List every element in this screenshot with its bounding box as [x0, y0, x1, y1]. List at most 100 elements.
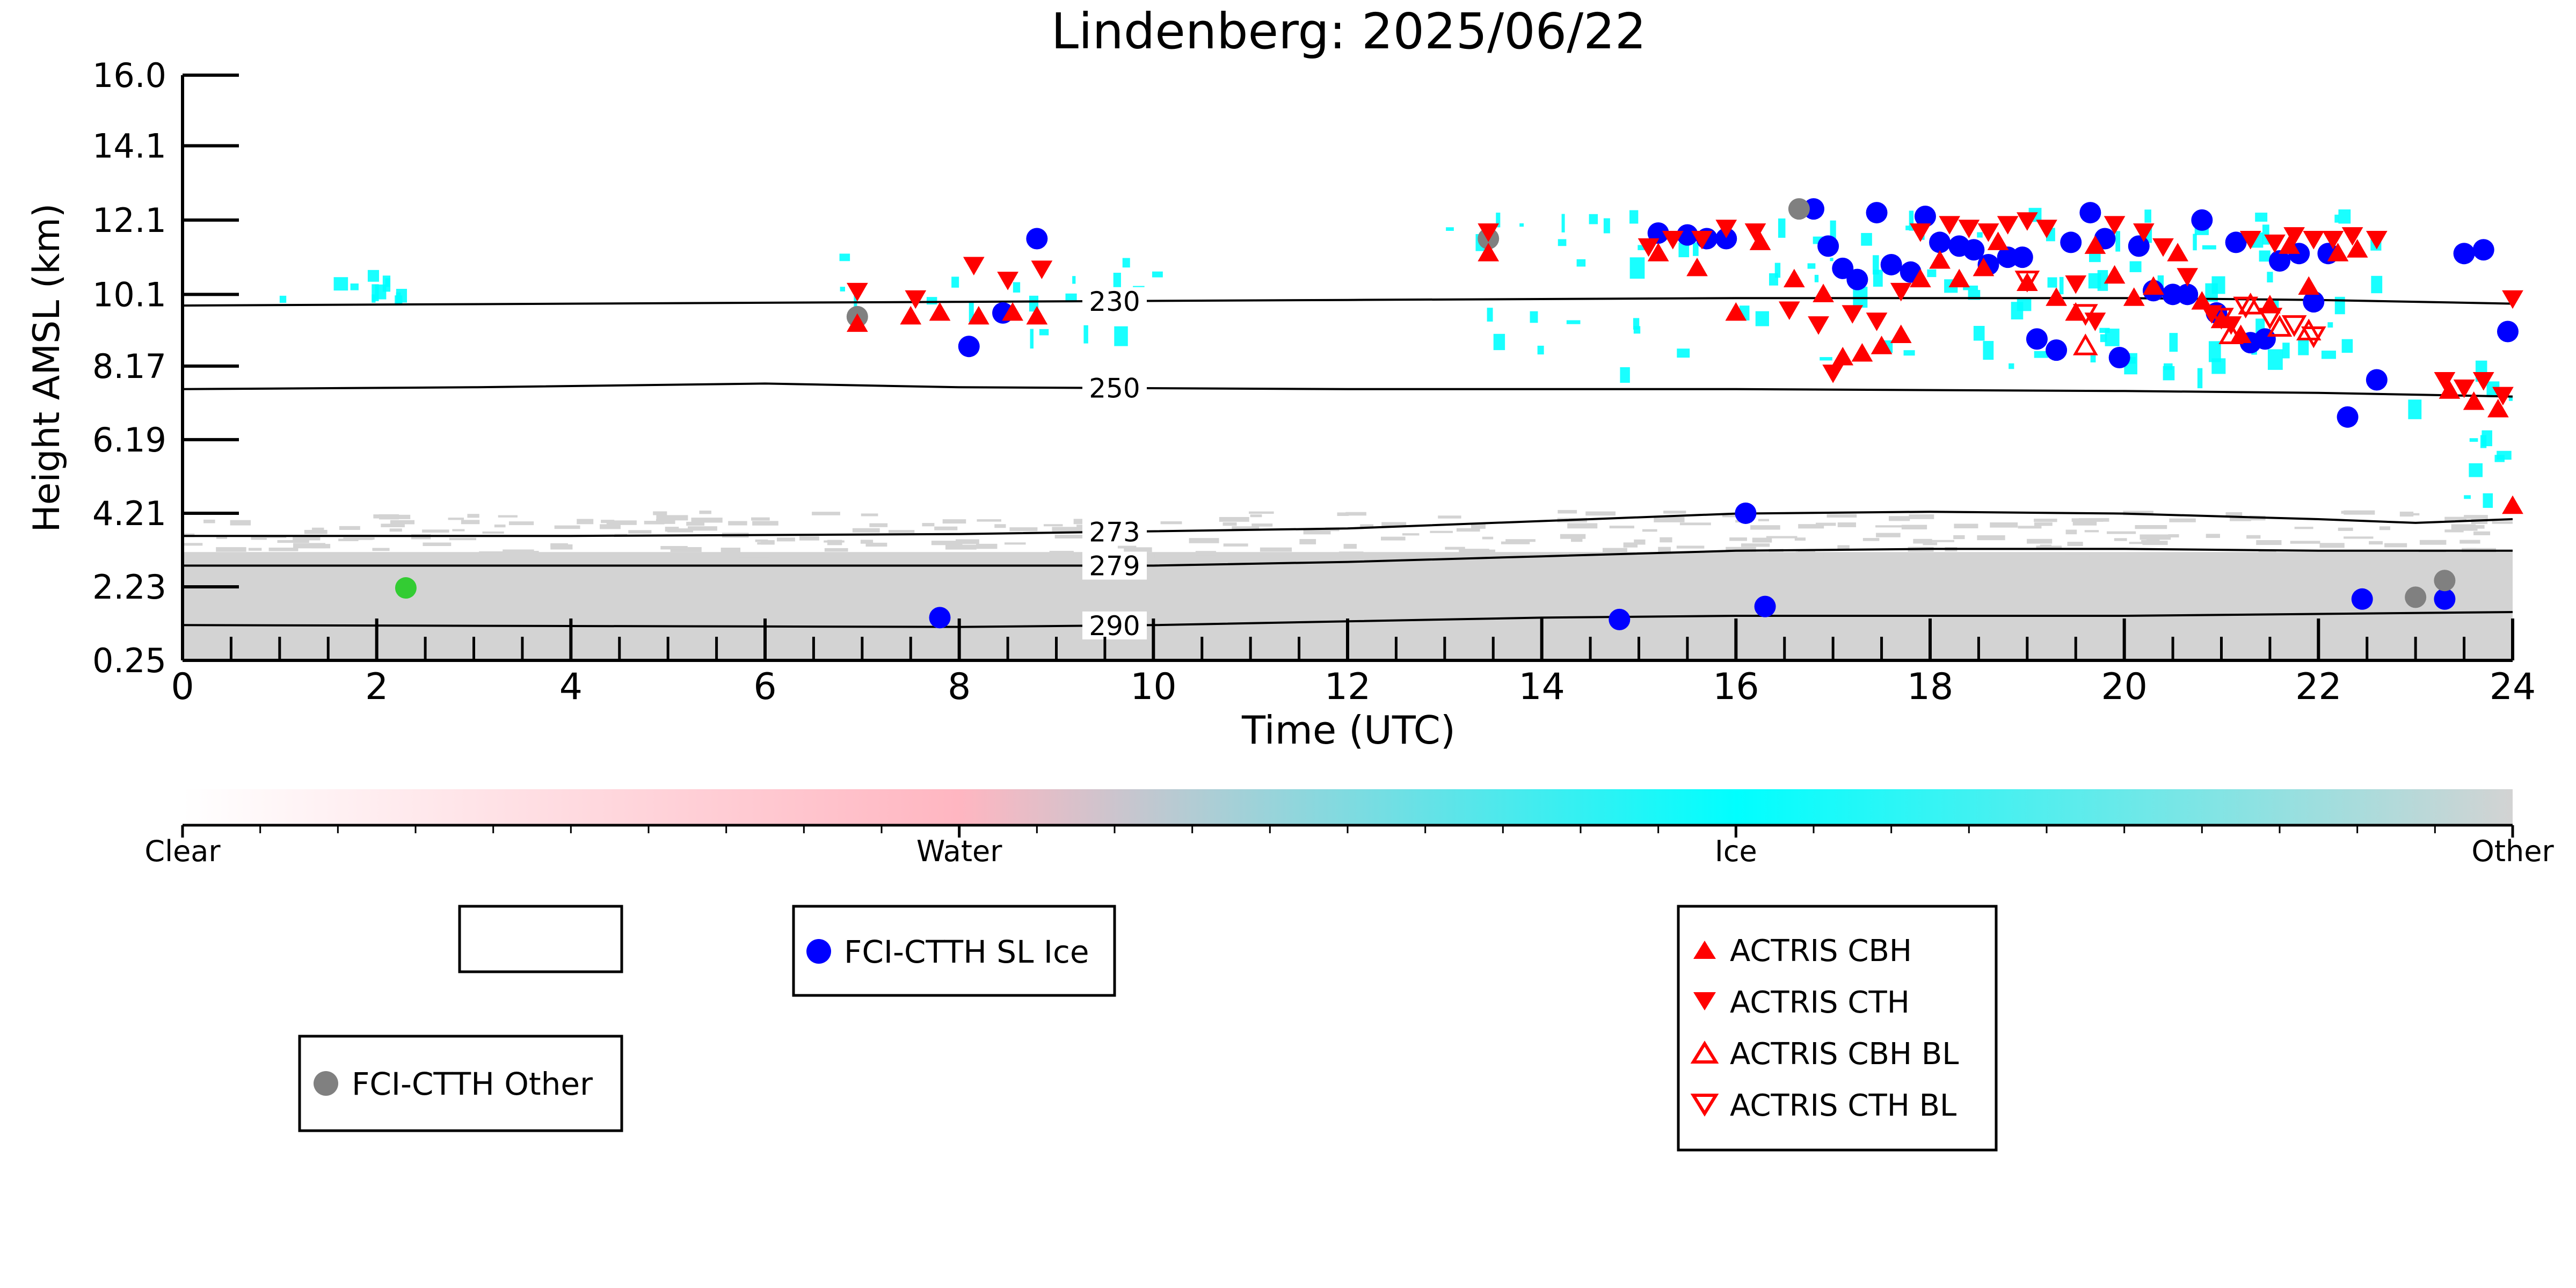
- region-other-speck: [577, 519, 594, 525]
- region-ice-speck: [1830, 220, 1836, 241]
- region-ice-speck: [1807, 263, 1816, 269]
- contour-label: 273: [1089, 517, 1140, 548]
- marker-cbh: [1783, 268, 1805, 288]
- region-other-speck: [1438, 515, 1461, 519]
- region-other-speck: [2338, 527, 2353, 531]
- marker-cth: [2152, 238, 2174, 257]
- region-other-speck: [1923, 542, 1938, 545]
- marker-cth: [1778, 301, 1800, 321]
- region-other-speck: [1004, 542, 1026, 545]
- marker-cbh: [1002, 302, 1023, 321]
- region-ice-speck: [1072, 276, 1076, 284]
- legend-cbh-label: ACTRIS CBH: [1730, 934, 1912, 969]
- region-other-speck: [667, 528, 693, 533]
- region-ice-speck: [1446, 227, 1454, 231]
- region-other-speck: [942, 519, 966, 524]
- region-ice-speck: [2482, 430, 2492, 447]
- marker-circle: [1963, 239, 1985, 261]
- x-tick-label: 18: [1907, 666, 1954, 708]
- marker-circle: [1914, 205, 1936, 227]
- region-other-speck: [1793, 554, 1824, 559]
- region-other-speck: [1345, 512, 1366, 516]
- marker-cbh: [1973, 257, 1995, 276]
- region-other-speck: [1482, 536, 1494, 540]
- region-ice-speck: [2011, 302, 2024, 319]
- marker-cbh: [2327, 243, 2349, 261]
- region-ice-speck: [2205, 283, 2218, 302]
- marker-cth: [2472, 372, 2494, 391]
- region-other-speck: [448, 518, 464, 520]
- region-other-speck: [1154, 553, 1183, 559]
- marker-circle: [2351, 588, 2373, 610]
- marker-circle: [2128, 235, 2150, 257]
- region-other-speck: [1837, 522, 1856, 527]
- region-ice-speck: [2202, 245, 2216, 250]
- region-other-speck: [1750, 525, 1780, 530]
- contour-line: [183, 548, 2513, 567]
- region-other-speck: [1124, 547, 1152, 552]
- legend-cth-bl-label: ACTRIS CTH BL: [1730, 1088, 1956, 1123]
- marker-cth: [1031, 260, 1053, 279]
- region-other-speck: [869, 523, 888, 527]
- marker-cth: [2502, 290, 2523, 309]
- region-ice-speck: [1039, 329, 1049, 336]
- marker-cth-bl: [2281, 315, 2307, 337]
- region-other-speck: [931, 541, 963, 545]
- region-ice-speck: [367, 270, 379, 282]
- region-ice-speck: [1496, 213, 1501, 228]
- region-ice-speck: [1983, 341, 1994, 360]
- region-other-speck: [1837, 545, 1850, 550]
- contour-label: 290: [1089, 610, 1140, 642]
- region-ice-speck: [1861, 232, 1872, 246]
- marker-circle: [1846, 268, 1868, 290]
- region-ice-speck: [1065, 293, 1077, 301]
- region-ice-speck: [1589, 214, 1598, 224]
- region-other-speck: [600, 524, 621, 529]
- region-other-speck: [1249, 511, 1274, 514]
- marker-cbh: [1929, 250, 1951, 269]
- region-other-speck: [2379, 526, 2390, 530]
- region-ice-speck: [2059, 276, 2064, 295]
- region-other-speck: [1623, 542, 1638, 548]
- region-ice-speck: [2208, 341, 2221, 362]
- x-tick-label: 22: [2295, 666, 2342, 708]
- region-other-speck: [1766, 536, 1798, 539]
- region-other-speck: [1232, 526, 1260, 531]
- region-other-speck: [688, 526, 717, 531]
- marker-cbh: [1686, 257, 1708, 276]
- region-other-speck: [1876, 533, 1901, 537]
- region-ice-speck: [1603, 218, 1610, 234]
- region-other-speck: [2369, 541, 2383, 545]
- region-other-speck: [1726, 547, 1756, 552]
- region-ice-speck: [1558, 239, 1567, 246]
- region-other-speck: [994, 524, 1006, 528]
- region-ice-speck: [1677, 348, 1690, 358]
- region-ice-speck: [2267, 272, 2273, 283]
- region-other-speck: [2399, 511, 2414, 517]
- series-fci-ctth-sl-ice: [929, 198, 2519, 630]
- region-other-speck: [2168, 534, 2179, 537]
- region-other-speck: [268, 547, 299, 551]
- region-other-speck: [2258, 550, 2276, 554]
- region-other-speck: [2456, 528, 2478, 531]
- region-other-speck: [2135, 525, 2167, 529]
- y-axis-label: Height AMSL (km): [26, 203, 68, 533]
- marker-circle: [2026, 328, 2048, 350]
- region-ice-speck: [969, 302, 974, 322]
- region-other-speck: [1558, 510, 1577, 514]
- region-ice-speck: [1114, 326, 1128, 346]
- region-other-speck: [2229, 516, 2251, 521]
- marker-circle: [2453, 243, 2475, 265]
- region-other-speck: [1402, 533, 1420, 536]
- x-tick-label: 14: [1518, 666, 1565, 708]
- region-other-speck: [1954, 523, 1978, 529]
- region-other-speck: [2419, 540, 2447, 545]
- marker-cbh: [1813, 283, 1834, 302]
- region-other-speck: [1663, 511, 1686, 514]
- marker-cbh: [1026, 305, 1048, 325]
- region-other-speck: [293, 535, 321, 541]
- region-ice-speck: [1629, 257, 1645, 279]
- region-other-speck: [1250, 514, 1262, 518]
